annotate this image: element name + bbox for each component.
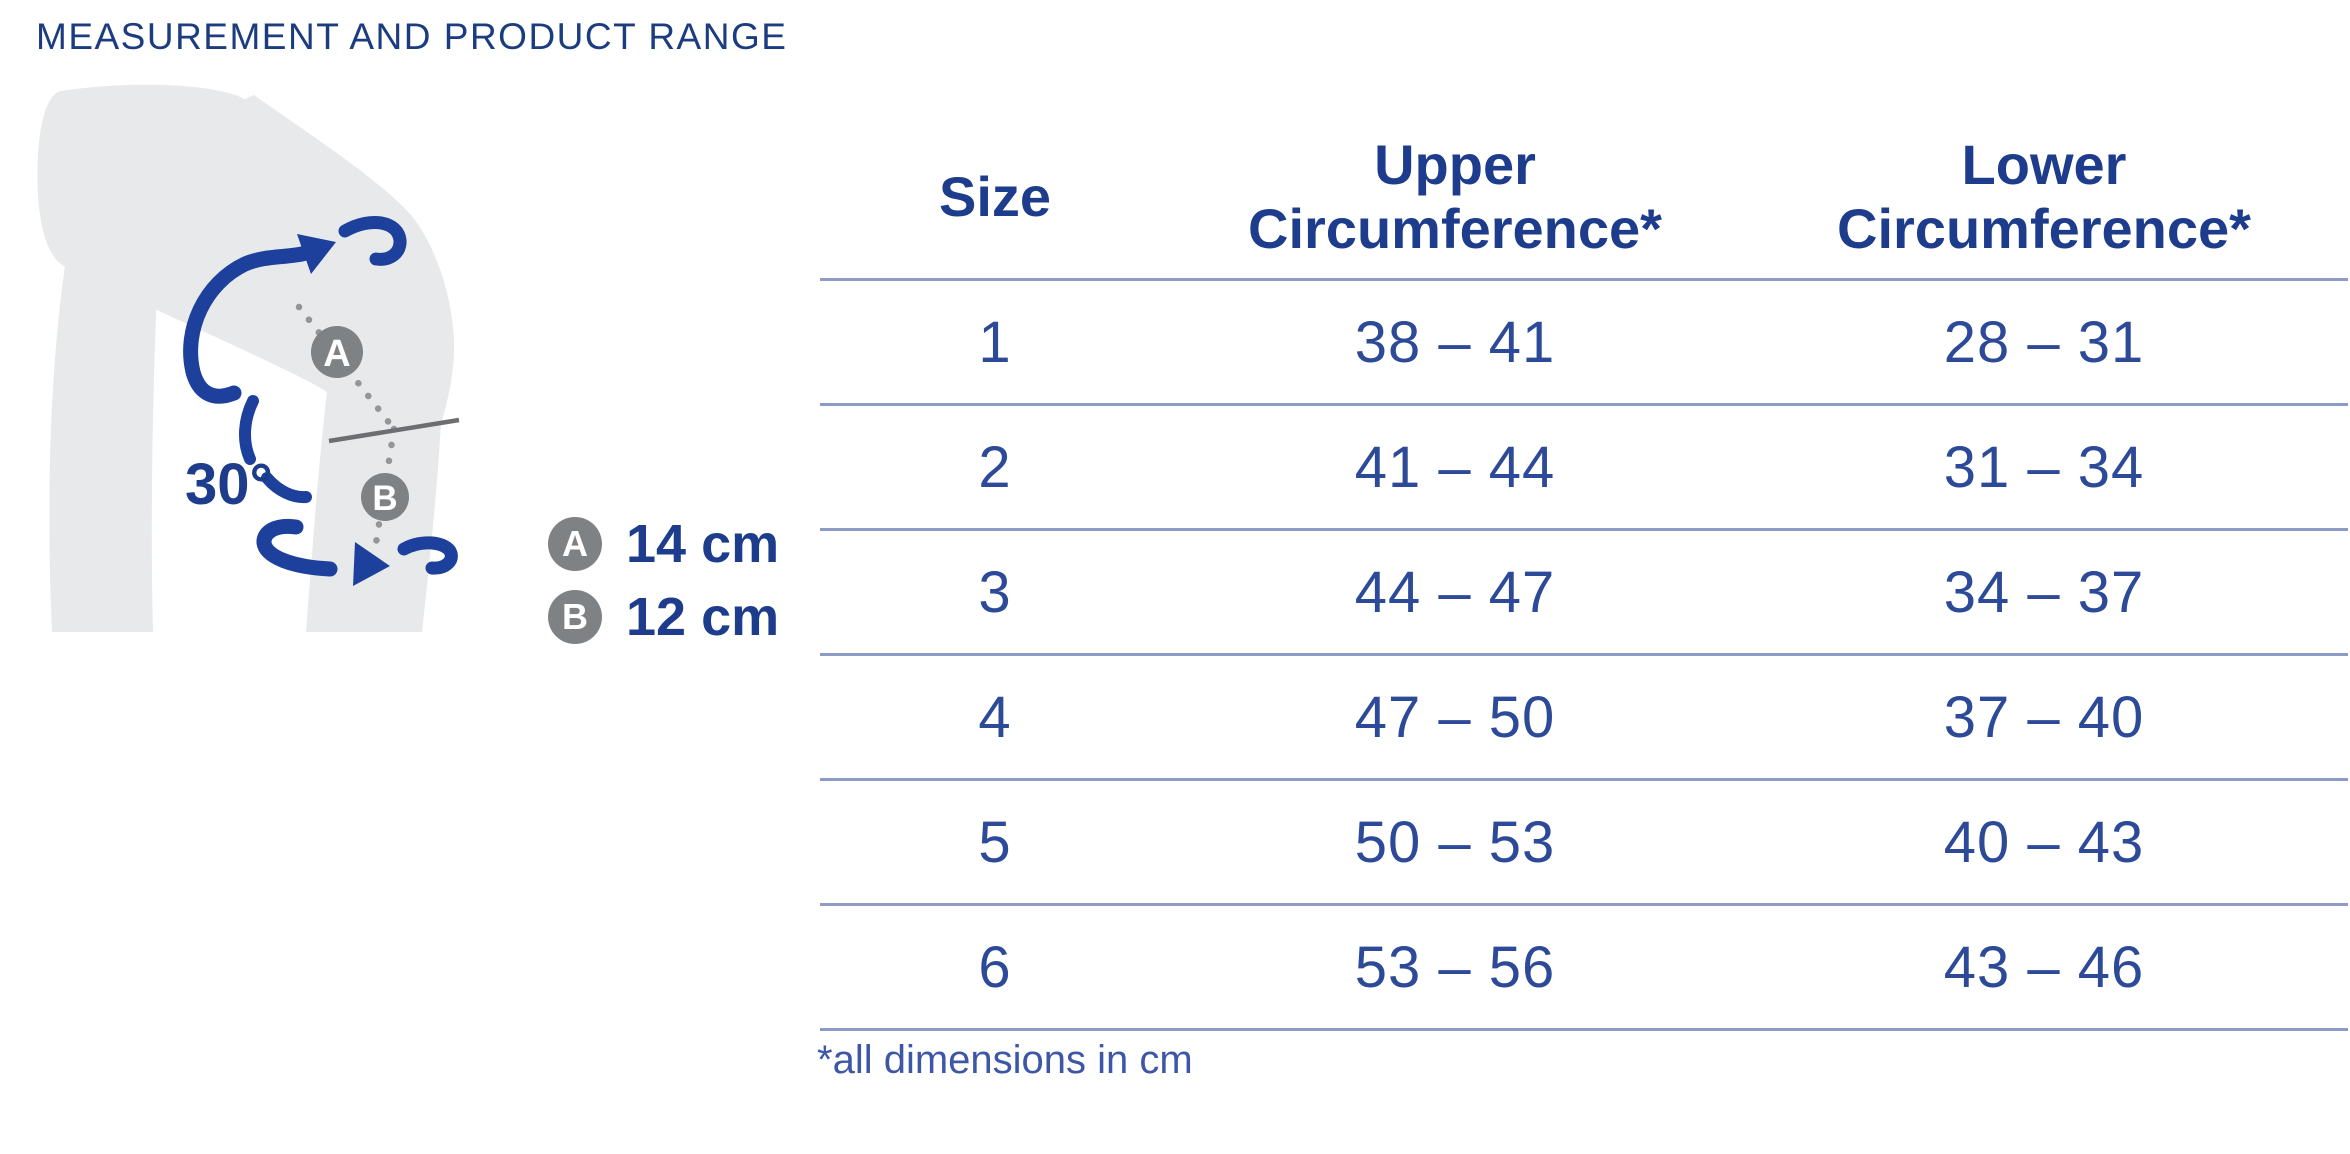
cell-size: 1 bbox=[978, 309, 1012, 375]
cell-lower: 34 – 37 bbox=[1943, 559, 2145, 625]
cell-lower: 43 – 46 bbox=[1943, 934, 2145, 1000]
cell-upper: 38 – 41 bbox=[1354, 309, 1556, 375]
table-footnote: *all dimensions in cm bbox=[817, 1038, 1193, 1082]
table-row: 1 38 – 41 28 – 31 bbox=[820, 278, 2348, 403]
table-header-row: Size Upper Circumference* Lower Circumfe… bbox=[820, 115, 2348, 278]
badge-a: A bbox=[311, 326, 363, 378]
table-row: 3 44 – 47 34 – 37 bbox=[820, 528, 2348, 653]
badge-b-icon: B bbox=[548, 590, 602, 644]
table-row: 5 50 – 53 40 – 43 bbox=[820, 778, 2348, 903]
cell-size: 6 bbox=[978, 934, 1012, 1000]
table-bottom-border bbox=[820, 1028, 2348, 1031]
upper-circumference-arrow-icon bbox=[183, 216, 407, 404]
angle-label: 30° bbox=[185, 452, 273, 517]
legend-row-a: A 14 cm bbox=[548, 513, 779, 575]
knee-measurement-diagram: 30° A B bbox=[37, 84, 460, 632]
cell-upper: 47 – 50 bbox=[1354, 684, 1556, 750]
angle-arc-icon bbox=[239, 395, 312, 504]
column-header-size: Size bbox=[938, 164, 1052, 228]
cell-lower: 31 – 34 bbox=[1943, 434, 2145, 500]
reference-length-legend: A 14 cm B 12 cm bbox=[548, 513, 779, 659]
cell-size: 3 bbox=[978, 559, 1012, 625]
legend-value-b: 12 cm bbox=[626, 587, 780, 647]
legend-value-a: 14 cm bbox=[626, 514, 780, 574]
table-row: 6 53 – 56 43 – 46 bbox=[820, 903, 2348, 1028]
page-title: MEASUREMENT AND PRODUCT RANGE bbox=[36, 16, 788, 57]
legend-row-b: B 12 cm bbox=[548, 586, 779, 648]
cell-upper: 44 – 47 bbox=[1354, 559, 1556, 625]
knee-line bbox=[328, 417, 460, 444]
cell-lower: 28 – 31 bbox=[1943, 309, 2145, 375]
cell-lower: 40 – 43 bbox=[1943, 809, 2145, 875]
cell-upper: 53 – 56 bbox=[1354, 934, 1556, 1000]
column-header-lower-circumference: Lower Circumference* bbox=[1837, 132, 2251, 260]
leg-silhouette-icon bbox=[37, 84, 455, 632]
svg-text:A: A bbox=[323, 333, 350, 375]
table-row: 2 41 – 44 31 – 34 bbox=[820, 403, 2348, 528]
column-header-upper-circumference: Upper Circumference* bbox=[1248, 132, 1662, 260]
badge-a-icon: A bbox=[548, 517, 602, 571]
cell-upper: 50 – 53 bbox=[1354, 809, 1556, 875]
cell-size: 5 bbox=[978, 809, 1012, 875]
size-table: Size Upper Circumference* Lower Circumfe… bbox=[820, 115, 2348, 1031]
svg-text:B: B bbox=[372, 479, 397, 518]
cell-upper: 41 – 44 bbox=[1354, 434, 1556, 500]
cell-lower: 37 – 40 bbox=[1943, 684, 2145, 750]
cell-size: 4 bbox=[978, 684, 1012, 750]
table-row: 4 47 – 50 37 – 40 bbox=[820, 653, 2348, 778]
cell-size: 2 bbox=[978, 434, 1012, 500]
badge-b: B bbox=[361, 473, 409, 521]
lower-circumference-arrow-icon bbox=[256, 518, 458, 586]
